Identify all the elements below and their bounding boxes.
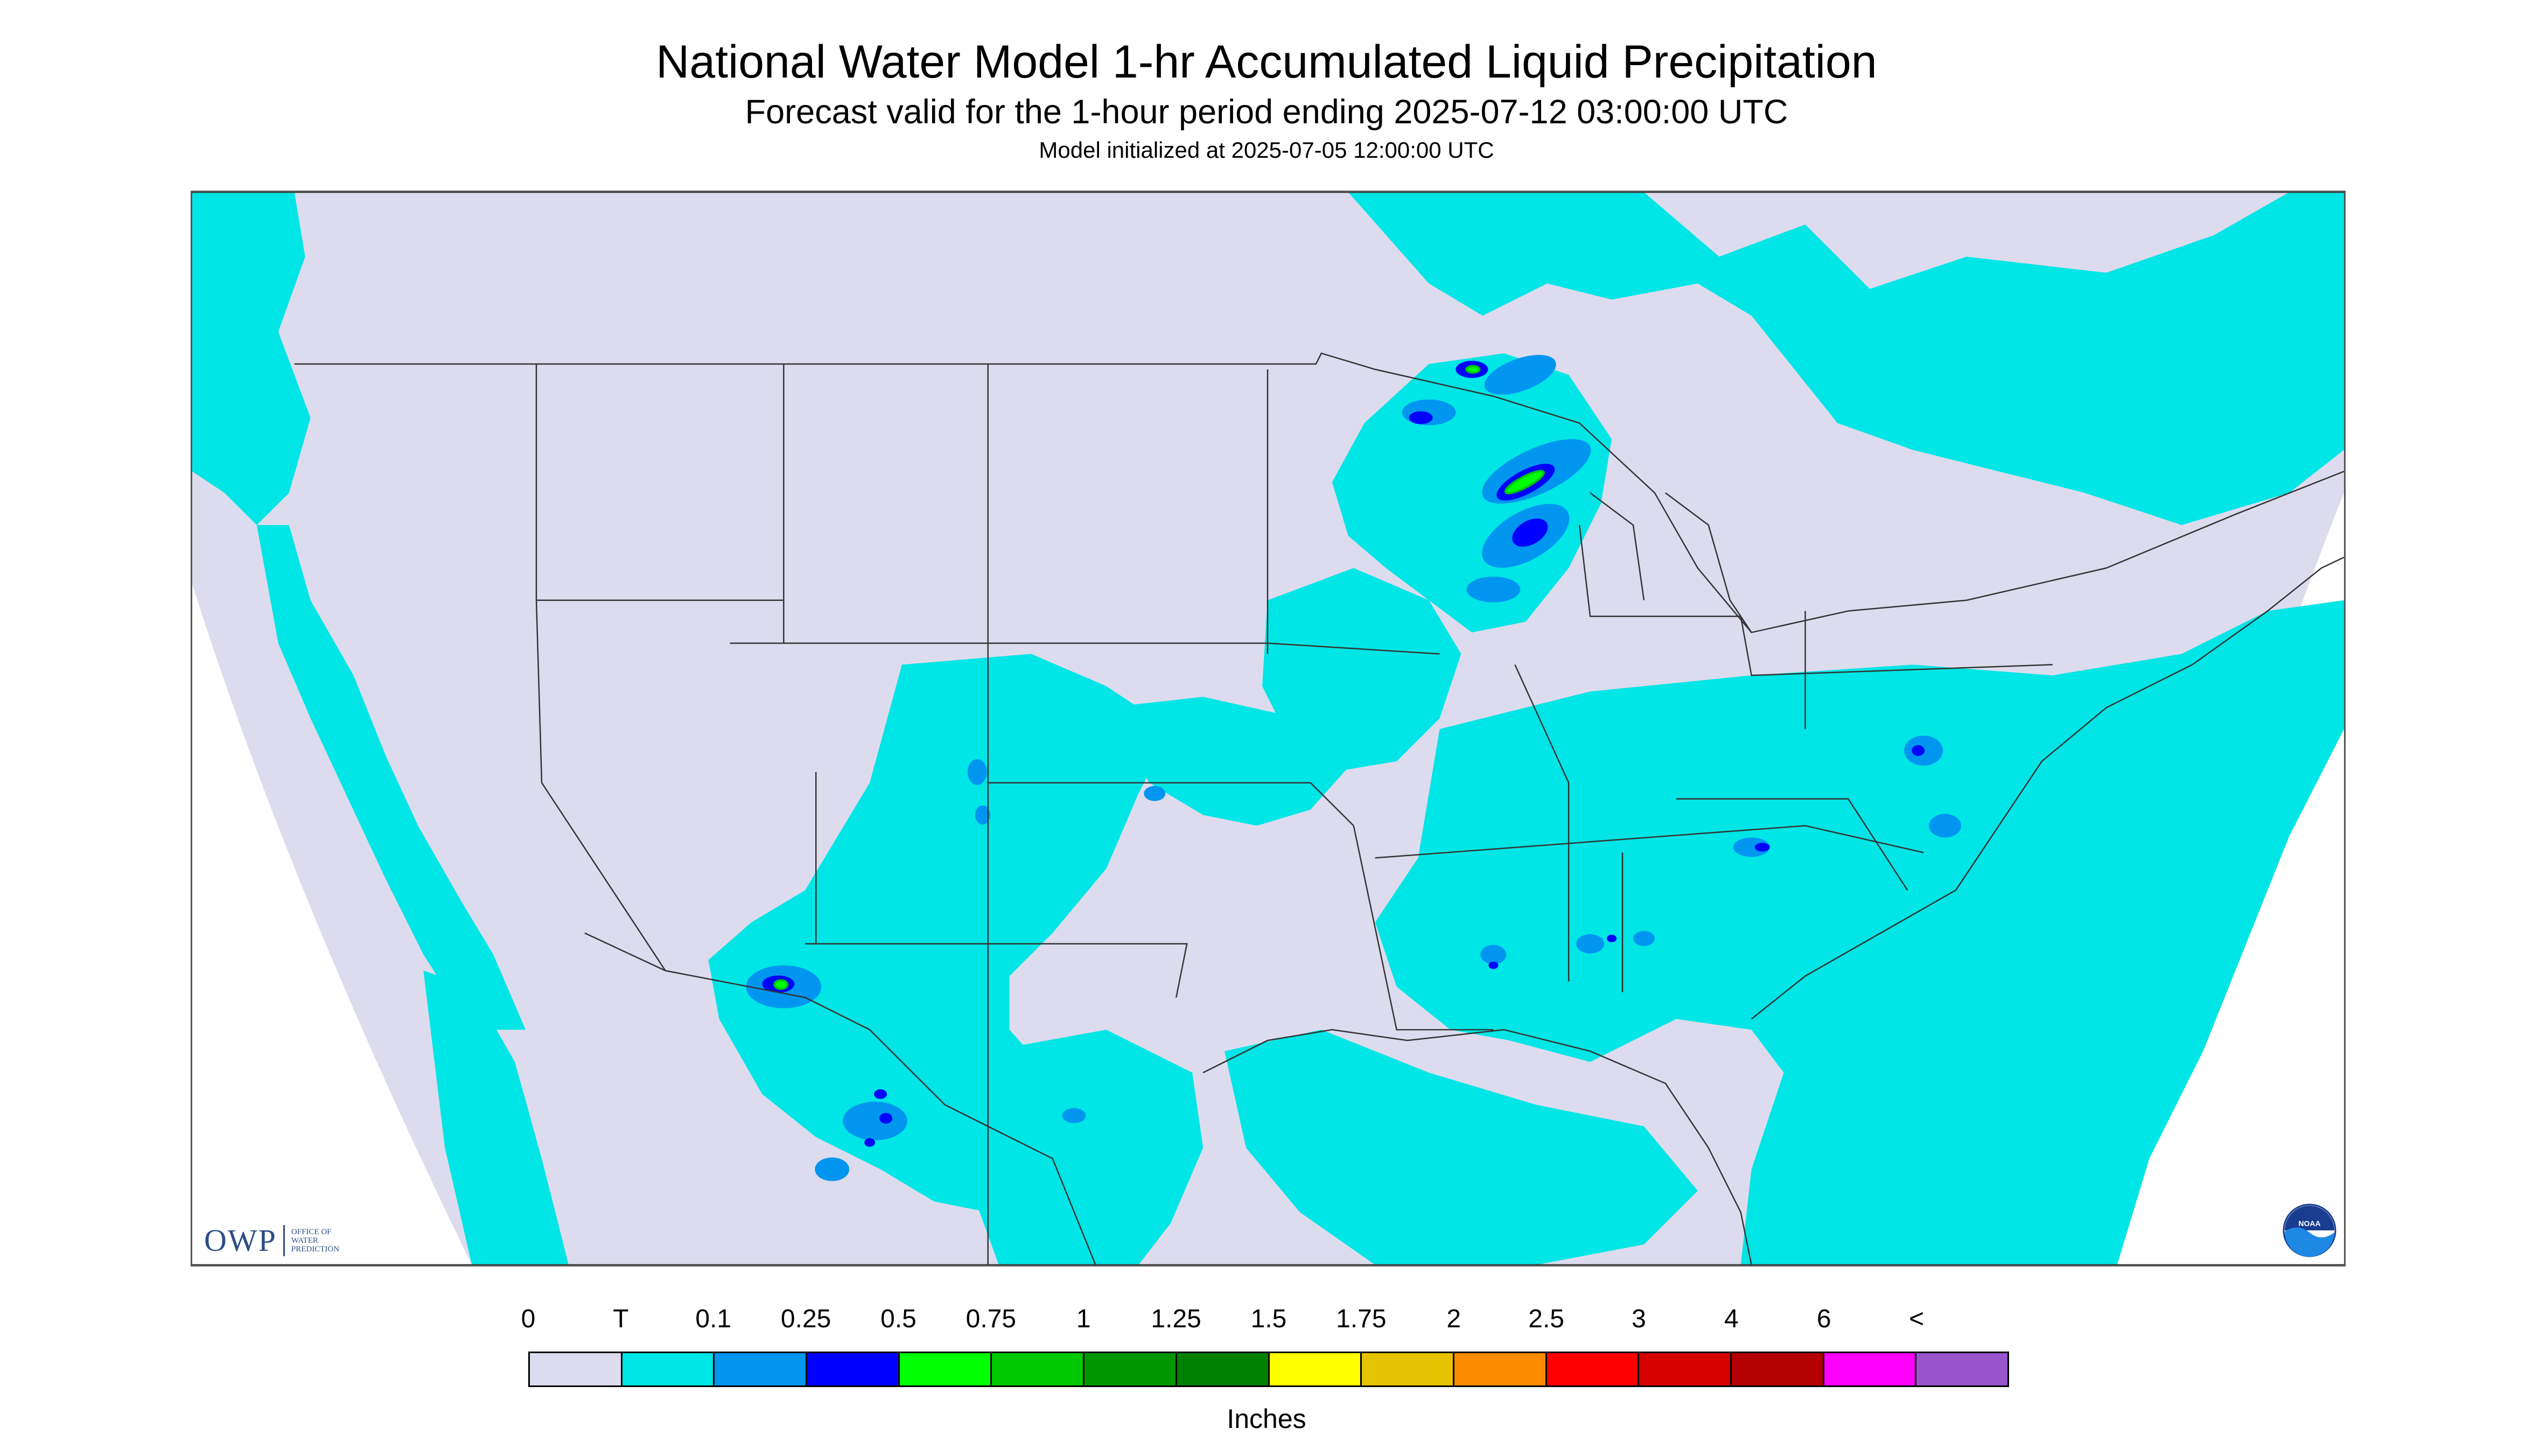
legend-tick-label: 3	[1632, 1305, 1646, 1333]
heavy-precip-layer	[773, 365, 1545, 990]
legend-swatch	[899, 1353, 992, 1385]
owp-logo: OWP OFFICE OF WATER PREDICTION	[204, 1222, 356, 1258]
legend-swatch	[622, 1353, 715, 1385]
legend-tick-label: 1.25	[1151, 1305, 1201, 1333]
legend-tick-label: 0.5	[880, 1305, 916, 1333]
precipitation-map: OWP OFFICE OF WATER PREDICTION NOAA	[191, 191, 2346, 1266]
legend-swatch	[1824, 1353, 1917, 1385]
legend-swatch	[1731, 1353, 1824, 1385]
legend-units-label: Inches	[1227, 1404, 1306, 1434]
legend-tick-label: 0	[521, 1305, 536, 1333]
legend-swatch	[1639, 1353, 1732, 1385]
noaa-logo-text: NOAA	[2298, 1219, 2320, 1228]
owp-logo-divider	[283, 1224, 285, 1256]
legend-swatch	[715, 1353, 808, 1385]
legend-swatch	[1547, 1353, 1640, 1385]
legend-colorbar	[528, 1352, 2009, 1387]
map-subtitle: Forecast valid for the 1-hour period end…	[745, 93, 1788, 131]
legend-tick-label: 4	[1724, 1305, 1739, 1333]
legend-swatch	[530, 1353, 622, 1385]
legend-swatch	[1084, 1353, 1177, 1385]
legend-swatch	[1916, 1353, 2007, 1385]
legend-tick-label: 0.75	[965, 1305, 1017, 1333]
legend-swatch	[807, 1353, 900, 1385]
owp-logo-text: OFFICE OF WATER PREDICTION	[291, 1227, 340, 1254]
legend-swatch	[1269, 1353, 1362, 1385]
legend-tick-label: 1	[1076, 1305, 1091, 1333]
legend-tick-label: 6	[1816, 1305, 1831, 1333]
owp-logo-mark: OWP	[204, 1223, 277, 1258]
legend-swatch	[1177, 1353, 1270, 1385]
legend-tick-label: 1.75	[1336, 1305, 1387, 1333]
trace-precip-layer	[192, 192, 2344, 1265]
legend-tick-label: <	[1909, 1305, 1925, 1333]
legend-swatch	[1454, 1353, 1547, 1385]
legend-tick-label: 2.5	[1528, 1305, 1564, 1333]
legend-tick-label: 2	[1446, 1305, 1461, 1333]
map-graphic	[192, 192, 2344, 1265]
border-lines	[192, 192, 2344, 1265]
legend-swatch	[992, 1353, 1085, 1385]
legend-tick-label: 0.25	[780, 1305, 831, 1333]
noaa-logo-icon: NOAA	[2283, 1203, 2336, 1257]
model-init-line: Model initialized at 2025-07-05 12:00:00…	[1039, 137, 1494, 163]
legend-tick-label: T	[613, 1305, 629, 1333]
legend-tick-label: 0.1	[695, 1305, 732, 1333]
legend-tick-label: 1.5	[1250, 1305, 1287, 1333]
map-title: National Water Model 1-hr Accumulated Li…	[656, 36, 1877, 88]
legend-swatch	[1362, 1353, 1454, 1385]
